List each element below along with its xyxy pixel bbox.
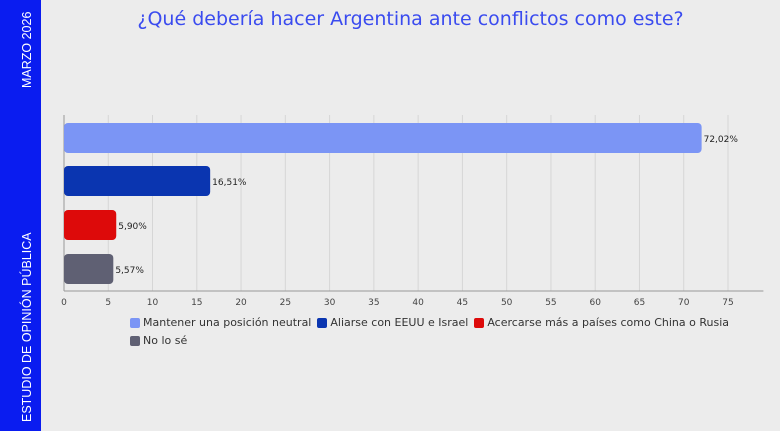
x-tick-label: 5 (105, 298, 111, 308)
x-tick-label: 30 (324, 298, 336, 308)
legend-label: Aliarse con EEUU e Israel (330, 316, 469, 329)
x-tick-label: 20 (235, 298, 247, 308)
data-label: 16,51% (212, 178, 247, 188)
x-tick-label: 60 (589, 298, 601, 308)
x-tick-label: 0 (61, 298, 67, 308)
legend-item: Acercarse más a países como China o Rusi… (474, 316, 729, 329)
legend-item: Mantener una posición neutral (130, 316, 311, 329)
legend-swatch (317, 317, 328, 328)
legend-item: No lo sé (130, 334, 187, 347)
x-tick-label: 45 (457, 298, 468, 308)
data-label: 72,02% (704, 135, 739, 145)
sidebar: MARZO 2026 ESTUDIO DE OPINIÓN PÚBLICA (0, 0, 41, 431)
x-tick-label: 40 (412, 298, 424, 308)
data-label: 5,57% (115, 266, 144, 276)
chart-title: ¿Qué debería hacer Argentina ante confli… (137, 8, 684, 30)
x-tick-label: 15 (191, 298, 202, 308)
x-tick-label: 55 (545, 298, 556, 308)
legend-label: Mantener una posición neutral (143, 316, 312, 329)
data-label: 5,90% (118, 222, 147, 232)
bar (64, 254, 114, 284)
legend-swatch (474, 317, 485, 328)
legend-item: Aliarse con EEUU e Israel (317, 316, 468, 329)
x-tick-label: 35 (368, 298, 379, 308)
legend-label: No lo sé (143, 334, 188, 347)
bar (64, 166, 211, 196)
legend-swatch (130, 317, 140, 328)
x-tick-label: 65 (634, 298, 645, 308)
x-tick-label: 10 (147, 298, 159, 308)
legend-swatch (130, 335, 140, 346)
legend-label: Acercarse más a países como China o Rusi… (487, 316, 730, 329)
x-tick-label: 25 (280, 298, 291, 308)
x-tick-label: 75 (722, 298, 733, 308)
bar (64, 123, 702, 153)
bar (64, 210, 117, 240)
x-tick-label: 70 (678, 298, 690, 308)
x-tick-label: 50 (501, 298, 513, 308)
legend: Mantener una posición neutral Aliarse con… (130, 316, 750, 352)
